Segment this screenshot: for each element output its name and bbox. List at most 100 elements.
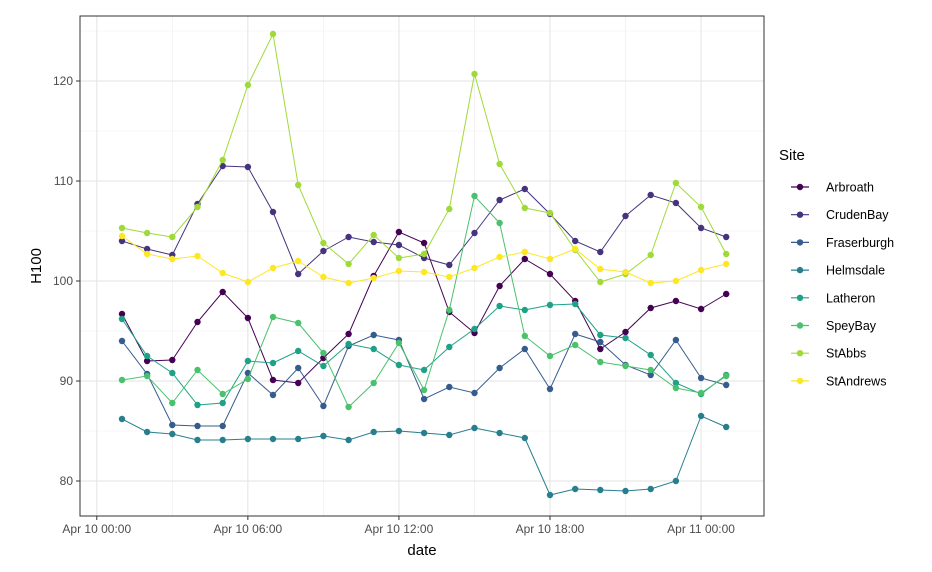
data-point (420, 395, 428, 403)
data-point (521, 248, 528, 256)
data-point (546, 255, 554, 263)
data-point (219, 422, 226, 430)
x-tick-label: Apr 10 18:00 (516, 522, 585, 536)
data-point (672, 199, 680, 207)
data-point (118, 232, 126, 240)
data-point (546, 385, 554, 393)
legend-key-point (796, 377, 804, 385)
data-point (143, 250, 151, 258)
legend-label: Fraserburgh (826, 236, 894, 250)
data-point (546, 209, 554, 217)
legend-item-fraserburgh: Fraserburgh (791, 236, 894, 250)
data-point (697, 412, 705, 420)
data-point (295, 364, 302, 372)
data-point (697, 203, 705, 211)
legend-title: Site (779, 147, 805, 164)
data-point (672, 179, 680, 187)
data-point (597, 248, 604, 256)
y-axis-title: H100 (28, 248, 45, 284)
data-point (496, 282, 503, 290)
data-point (320, 402, 327, 410)
data-point (244, 435, 252, 443)
data-point (295, 379, 302, 387)
data-point (521, 332, 528, 340)
data-point (269, 435, 277, 443)
legend-key-point (796, 239, 804, 246)
data-point (345, 260, 352, 268)
data-point (723, 381, 730, 389)
data-point (345, 279, 352, 287)
data-point (697, 374, 705, 382)
data-point (169, 233, 176, 241)
data-point (622, 362, 629, 370)
data-point (647, 366, 654, 374)
series-latheron (118, 300, 730, 409)
data-point (320, 273, 327, 281)
data-point (471, 424, 478, 432)
legend: Site Arbroath CrudenBay Fraserburgh Helmsda… (779, 147, 894, 388)
data-point (446, 273, 453, 281)
data-point (446, 306, 453, 314)
data-point (194, 422, 201, 430)
data-point (471, 389, 478, 397)
data-point (622, 487, 629, 495)
legend-item-standrews: StAndrews (791, 374, 886, 388)
data-point (345, 340, 352, 348)
data-point (269, 208, 277, 216)
data-point (244, 375, 252, 383)
data-point (622, 268, 629, 276)
data-point (194, 401, 201, 409)
data-point (269, 264, 277, 272)
data-point (345, 330, 352, 338)
data-point (194, 366, 201, 374)
data-point (496, 196, 503, 204)
data-point (647, 191, 654, 199)
data-point (395, 361, 403, 369)
data-point (320, 239, 327, 247)
y-tick-label: 120 (53, 74, 73, 88)
data-point (370, 428, 377, 436)
data-point (496, 429, 503, 437)
data-point (521, 185, 528, 193)
data-point (370, 331, 377, 339)
data-point (446, 205, 453, 213)
data-point (420, 239, 428, 247)
x-tick-label: Apr 10 12:00 (365, 522, 434, 536)
data-point (471, 192, 478, 200)
data-point (295, 181, 302, 189)
data-point (194, 203, 201, 211)
data-point (647, 351, 654, 359)
series-helmsdale (118, 412, 730, 499)
data-point (420, 268, 428, 276)
data-point (118, 237, 126, 245)
data-point (395, 228, 403, 236)
series-speybay (118, 192, 730, 411)
data-point (370, 231, 377, 239)
data-point (269, 30, 277, 38)
data-point (370, 238, 377, 246)
data-point (219, 288, 226, 296)
data-point (672, 336, 680, 344)
data-point (597, 278, 604, 286)
data-point (647, 371, 654, 379)
data-point (244, 163, 252, 171)
data-point (143, 352, 151, 360)
data-point (320, 432, 327, 440)
data-point (143, 229, 151, 237)
data-point (572, 330, 579, 338)
x-tick-label: Apr 11 00:00 (667, 522, 735, 536)
data-point (118, 337, 126, 345)
data-point (118, 415, 126, 423)
panel-border (79, 15, 765, 517)
data-point (572, 300, 579, 308)
data-point (194, 436, 201, 444)
y-axis: 80 90 100 110 120 (53, 74, 80, 488)
data-point (597, 338, 604, 346)
data-point (295, 435, 302, 443)
x-axis: Apr 10 00:00 Apr 10 06:00 Apr 10 12:00 Apr … (62, 516, 735, 536)
data-point (496, 364, 503, 372)
data-point (521, 255, 528, 263)
data-point (647, 279, 654, 287)
data-point (446, 343, 453, 351)
legend-key-point (796, 294, 804, 301)
